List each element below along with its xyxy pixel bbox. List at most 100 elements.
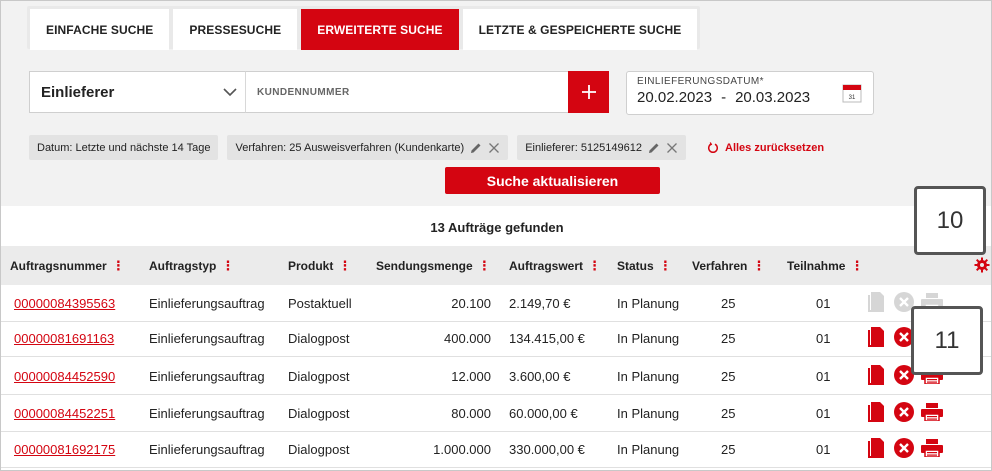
- chevron-down-icon: [223, 88, 237, 97]
- results-count: 13 Aufträge gefunden: [430, 220, 564, 235]
- row-actions: [865, 291, 949, 313]
- cell-sendungsmenge: 12.000: [451, 369, 491, 384]
- column-label: Produkt: [288, 259, 334, 273]
- cell-sendungsmenge: 20.100: [451, 296, 491, 311]
- document-icon[interactable]: [865, 401, 887, 423]
- document-icon[interactable]: [865, 291, 887, 313]
- cancel-circle-icon[interactable]: [893, 364, 915, 386]
- cell-auftragswert: 2.149,70 €: [509, 296, 571, 311]
- cell-status: In Planung: [617, 442, 680, 457]
- pencil-icon[interactable]: [470, 142, 482, 154]
- column-header-sendungsmenge[interactable]: Sendungsmenge ⋮: [376, 259, 491, 273]
- update-search-button[interactable]: Suche aktualisieren: [445, 167, 660, 194]
- column-menu-icon[interactable]: ⋮: [221, 258, 235, 273]
- cancel-circle-icon[interactable]: [893, 401, 915, 423]
- date-range-field[interactable]: EINLIEFERUNGSDATUM* 20.02.2023 - 20.03.2…: [626, 71, 874, 115]
- date-to[interactable]: 20.03.2023: [735, 89, 811, 106]
- callout-badge: 11: [911, 306, 983, 375]
- cell-verfahren: 25: [721, 331, 736, 346]
- column-menu-icon[interactable]: ⋮: [588, 258, 602, 273]
- column-header-auftragsnummer[interactable]: Auftragsnummer ⋮: [10, 259, 125, 273]
- date-range-label: EINLIEFERUNGSDATUM*: [637, 76, 764, 87]
- column-label: Teilnahme: [787, 259, 846, 273]
- date-range-values: 20.02.2023 - 20.03.2023: [637, 89, 873, 106]
- cell-produkt: Dialogpost: [288, 406, 350, 421]
- document-icon[interactable]: [865, 326, 887, 348]
- cell-teilnahme: 01: [816, 296, 831, 311]
- column-label: Sendungsmenge: [376, 259, 473, 273]
- date-separator: -: [721, 89, 727, 106]
- cancel-circle-icon[interactable]: [893, 326, 915, 348]
- plus-icon: [581, 85, 596, 99]
- cell-auftragswert: 60.000,00 €: [509, 406, 578, 421]
- cancel-circle-icon[interactable]: [893, 437, 915, 459]
- filter-chips: Datum: Letzte und nächste 14 Tage Verfah…: [29, 135, 824, 160]
- column-menu-icon[interactable]: ⋮: [658, 258, 672, 273]
- cell-teilnahme: 01: [816, 369, 831, 384]
- column-menu-icon[interactable]: ⋮: [752, 258, 766, 273]
- callout-badge: 10: [914, 186, 986, 255]
- printer-icon[interactable]: [921, 437, 943, 459]
- column-menu-icon[interactable]: ⋮: [111, 258, 125, 273]
- table-header: Auftragsnummer ⋮ Auftragstyp ⋮ Produkt ⋮ Se…: [1, 246, 991, 285]
- tab-pressesuche[interactable]: PRESSESUCHE: [173, 9, 298, 50]
- search-type-select[interactable]: Einlieferer: [29, 71, 246, 113]
- cell-teilnahme: 01: [816, 331, 831, 346]
- cell-auftragswert: 3.600,00 €: [509, 369, 571, 384]
- column-header-teilnahme[interactable]: Teilnahme ⋮: [787, 259, 863, 273]
- printer-icon[interactable]: [921, 401, 943, 423]
- column-header-produkt[interactable]: Produkt ⋮: [288, 259, 351, 273]
- close-icon[interactable]: [488, 142, 500, 154]
- calendar-day-number: 31: [849, 95, 856, 101]
- date-from[interactable]: 20.02.2023: [637, 89, 713, 106]
- order-number-link[interactable]: 00000081692175: [14, 442, 116, 457]
- column-menu-icon[interactable]: ⋮: [338, 258, 352, 273]
- tab-erweiterte-suche[interactable]: ERWEITERTE SUCHE: [301, 9, 459, 50]
- tab-letzte-gespeicherte-suche[interactable]: LETZTE & GESPEICHERTE SUCHE: [462, 9, 698, 50]
- document-icon[interactable]: [865, 364, 887, 386]
- row-actions: [865, 401, 949, 423]
- cell-auftragstyp: Einlieferungsauftrag: [149, 296, 265, 311]
- pencil-icon[interactable]: [648, 142, 660, 154]
- cell-sendungsmenge: 1.000.000: [433, 442, 491, 457]
- table-row: 00000084452590 Einlieferungsauftrag Dialog…: [1, 358, 991, 395]
- column-menu-icon[interactable]: ⋮: [850, 258, 864, 273]
- order-number-link[interactable]: 00000081691163: [14, 331, 115, 346]
- order-number-link[interactable]: 00000084452590: [14, 369, 116, 384]
- order-number-link[interactable]: 00000084452251: [14, 406, 116, 421]
- table-row: 00000081691163 Einlieferungsauftrag Dialog…: [1, 320, 991, 357]
- document-icon[interactable]: [865, 437, 887, 459]
- filter-chip-verfahren: Verfahren: 25 Ausweisverfahren (Kundenka…: [227, 135, 509, 160]
- cell-auftragstyp: Einlieferungsauftrag: [149, 406, 265, 421]
- close-icon[interactable]: [666, 142, 678, 154]
- cell-verfahren: 25: [721, 296, 736, 311]
- cell-teilnahme: 01: [816, 442, 831, 457]
- add-button[interactable]: [568, 71, 609, 113]
- filter-chip-einlieferer: Einlieferer: 5125149612: [517, 135, 686, 160]
- cell-auftragstyp: Einlieferungsauftrag: [149, 331, 265, 346]
- column-header-auftragswert[interactable]: Auftragswert ⋮: [509, 259, 601, 273]
- column-header-verfahren[interactable]: Verfahren ⋮: [692, 259, 765, 273]
- filter-chip-label: Datum: Letzte und nächste 14 Tage: [37, 141, 211, 154]
- filter-chip-label: Verfahren: 25 Ausweisverfahren (Kundenka…: [235, 141, 465, 154]
- kundennummer-input[interactable]: [245, 71, 569, 113]
- cell-verfahren: 25: [721, 406, 736, 421]
- filter-chip-label: Einlieferer: 5125149612: [525, 141, 642, 154]
- search-type-value: Einlieferer: [41, 83, 115, 101]
- cell-status: In Planung: [617, 296, 680, 311]
- order-number-link[interactable]: 00000084395563: [14, 296, 116, 311]
- refresh-icon: [707, 141, 719, 153]
- column-header-status[interactable]: Status ⋮: [617, 259, 672, 273]
- calendar-icon[interactable]: 31: [842, 83, 862, 103]
- column-header-auftragstyp[interactable]: Auftragstyp ⋮: [149, 259, 234, 273]
- reset-all-link[interactable]: Alles zurücksetzen: [707, 142, 824, 154]
- gear-icon[interactable]: [974, 257, 990, 273]
- cancel-circle-icon[interactable]: [893, 291, 915, 313]
- cell-auftragstyp: Einlieferungsauftrag: [149, 369, 265, 384]
- filter-chip-datum: Datum: Letzte und nächste 14 Tage: [29, 135, 219, 160]
- column-menu-icon[interactable]: ⋮: [477, 258, 491, 273]
- search-tabs: EINFACHE SUCHE PRESSESUCHE ERWEITERTE SU…: [27, 6, 701, 50]
- cell-status: In Planung: [617, 331, 680, 346]
- tab-einfache-suche[interactable]: EINFACHE SUCHE: [30, 9, 170, 50]
